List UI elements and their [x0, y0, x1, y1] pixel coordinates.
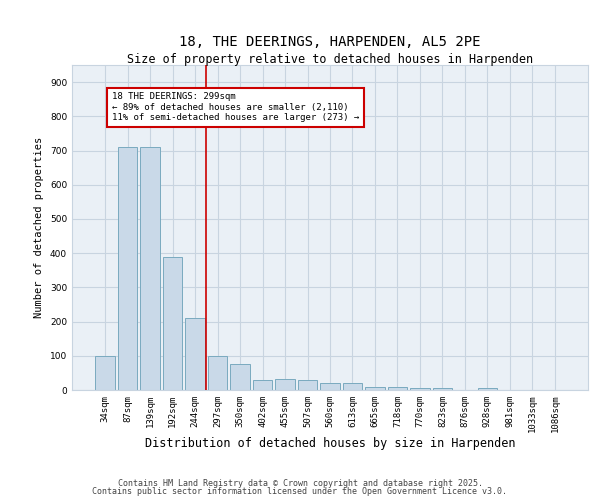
Bar — [365, 388, 385, 390]
Bar — [433, 388, 452, 390]
Bar — [275, 379, 295, 390]
Bar — [230, 364, 250, 390]
Bar — [478, 388, 497, 390]
Title: 18, THE DEERINGS, HARPENDEN, AL5 2PE: 18, THE DEERINGS, HARPENDEN, AL5 2PE — [179, 34, 481, 48]
Bar — [320, 383, 340, 390]
Bar — [208, 356, 227, 390]
X-axis label: Distribution of detached houses by size in Harpenden: Distribution of detached houses by size … — [145, 436, 515, 450]
Bar — [163, 256, 182, 390]
Bar — [253, 380, 272, 390]
Bar — [298, 380, 317, 390]
Y-axis label: Number of detached properties: Number of detached properties — [34, 137, 44, 318]
Bar — [410, 388, 430, 390]
Text: Contains public sector information licensed under the Open Government Licence v3: Contains public sector information licen… — [92, 487, 508, 496]
Text: Size of property relative to detached houses in Harpenden: Size of property relative to detached ho… — [127, 52, 533, 66]
Bar — [95, 356, 115, 390]
Bar — [140, 147, 160, 390]
Bar — [388, 388, 407, 390]
Bar — [118, 147, 137, 390]
Bar — [343, 383, 362, 390]
Bar — [185, 318, 205, 390]
Text: Contains HM Land Registry data © Crown copyright and database right 2025.: Contains HM Land Registry data © Crown c… — [118, 478, 482, 488]
Text: 18 THE DEERINGS: 299sqm
← 89% of detached houses are smaller (2,110)
11% of semi: 18 THE DEERINGS: 299sqm ← 89% of detache… — [112, 92, 359, 122]
